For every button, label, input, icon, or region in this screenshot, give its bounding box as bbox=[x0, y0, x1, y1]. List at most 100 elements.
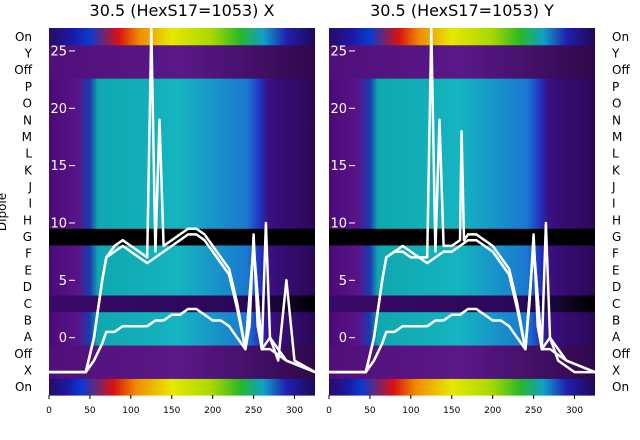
heatmap-row bbox=[49, 178, 315, 196]
row-label: L bbox=[25, 147, 32, 161]
x-tick-label: 100 bbox=[402, 406, 419, 416]
y-axis-label: Dipole bbox=[0, 193, 9, 231]
row-label: Off bbox=[14, 63, 32, 77]
y-tick-label: 15 bbox=[50, 159, 67, 174]
row-label: M bbox=[612, 130, 622, 144]
row-label: K bbox=[24, 163, 33, 177]
y-tick-labels: 0 5 10 15 20 25 bbox=[50, 44, 75, 346]
x-tick-label: 250 bbox=[245, 406, 262, 416]
row-label: J bbox=[27, 180, 32, 194]
x-tick-label: 50 bbox=[84, 406, 96, 416]
x-tick-labels: 0 50 100 150 200 250 300 bbox=[46, 395, 303, 416]
heatmap-row bbox=[49, 294, 315, 313]
heatmap-row bbox=[49, 128, 315, 146]
row-label: X bbox=[24, 363, 32, 377]
series-lines bbox=[329, 26, 596, 374]
heatmap-row bbox=[329, 211, 595, 229]
heatmap-row bbox=[49, 278, 315, 296]
heatmap-row bbox=[49, 28, 315, 46]
y-tick-labels: 0 5 10 15 20 25 bbox=[330, 44, 355, 346]
heatmap-row bbox=[49, 261, 315, 279]
heatmap-area bbox=[329, 28, 595, 396]
series-line bbox=[329, 244, 596, 374]
series-lines bbox=[49, 26, 316, 374]
x-tick-label: 100 bbox=[122, 406, 139, 416]
heatmap-row bbox=[49, 94, 315, 113]
row-label: H bbox=[23, 213, 32, 227]
row-label: E bbox=[24, 263, 32, 277]
y-tick-label: 15 bbox=[330, 159, 347, 174]
row-label: A bbox=[612, 330, 621, 344]
panel-title: 30.5 (HexS17=1053) X bbox=[90, 1, 275, 20]
heatmap-row bbox=[329, 228, 595, 246]
heatmap-area bbox=[49, 28, 315, 396]
heatmap-row bbox=[329, 244, 595, 263]
panel-title: 30.5 (HexS17=1053) Y bbox=[370, 1, 554, 20]
x-tick-label: 150 bbox=[163, 406, 180, 416]
heatmap-row bbox=[49, 194, 315, 213]
row-label: On bbox=[612, 30, 629, 44]
row-label: On bbox=[15, 380, 32, 394]
row-label: H bbox=[612, 213, 621, 227]
heatmap-row bbox=[49, 361, 315, 379]
row-label: D bbox=[612, 280, 621, 294]
y-tick-label: 10 bbox=[330, 216, 347, 231]
row-label: P bbox=[25, 80, 32, 94]
y-tick-label: 25 bbox=[330, 44, 347, 59]
heatmap-row bbox=[49, 44, 315, 62]
row-label: N bbox=[612, 113, 621, 127]
heatmap-row bbox=[49, 211, 315, 229]
heatmap-row bbox=[49, 61, 315, 79]
heatmap-row bbox=[329, 278, 595, 296]
y-tick-label: 10 bbox=[50, 216, 67, 231]
x-tick-label: 300 bbox=[286, 406, 303, 416]
heatmap-row bbox=[49, 228, 315, 246]
heatmap-row bbox=[329, 111, 595, 129]
y-tick-label: 5 bbox=[339, 274, 347, 289]
row-label: M bbox=[22, 130, 32, 144]
row-label: N bbox=[23, 113, 32, 127]
row-label: Off bbox=[612, 347, 630, 361]
heatmap-row bbox=[49, 111, 315, 129]
row-label: On bbox=[15, 30, 32, 44]
heatmap-row bbox=[49, 78, 315, 96]
row-label: I bbox=[28, 197, 32, 211]
row-label: J bbox=[611, 180, 616, 194]
row-label: F bbox=[25, 247, 32, 261]
y-tick-label: 0 bbox=[59, 331, 67, 346]
x-tick-label: 200 bbox=[204, 406, 221, 416]
row-label: I bbox=[612, 197, 616, 211]
row-label: B bbox=[612, 313, 620, 327]
row-label: X bbox=[612, 363, 620, 377]
row-label: G bbox=[612, 230, 621, 244]
row-label: Y bbox=[611, 47, 620, 61]
heatmap-row bbox=[49, 244, 315, 263]
series-line bbox=[49, 244, 316, 374]
row-label: On bbox=[612, 380, 629, 394]
heatmap-row bbox=[329, 261, 595, 279]
row-label: L bbox=[612, 147, 619, 161]
series-line bbox=[329, 26, 595, 374]
heatmap-row bbox=[329, 44, 595, 62]
panel-y: 30.5 (HexS17=1053) Y On X Off ABCDEFGHIJKLM… bbox=[326, 1, 630, 416]
row-label: P bbox=[612, 80, 619, 94]
row-label: Y bbox=[24, 47, 33, 61]
row-label: E bbox=[612, 263, 620, 277]
x-tick-label: 200 bbox=[484, 406, 501, 416]
x-tick-label: 300 bbox=[566, 406, 583, 416]
heatmap-row bbox=[329, 294, 595, 313]
series-line bbox=[49, 26, 316, 374]
y-tick-label: 25 bbox=[50, 44, 67, 59]
x-tick-label: 50 bbox=[364, 406, 376, 416]
row-label: G bbox=[23, 230, 32, 244]
heatmap-row bbox=[329, 78, 595, 96]
row-label: F bbox=[612, 247, 619, 261]
row-label: C bbox=[24, 297, 32, 311]
heatmap-row bbox=[329, 361, 595, 379]
row-label: Off bbox=[612, 63, 630, 77]
x-tick-label: 0 bbox=[326, 406, 332, 416]
row-label: D bbox=[23, 280, 32, 294]
row-label: B bbox=[24, 313, 32, 327]
